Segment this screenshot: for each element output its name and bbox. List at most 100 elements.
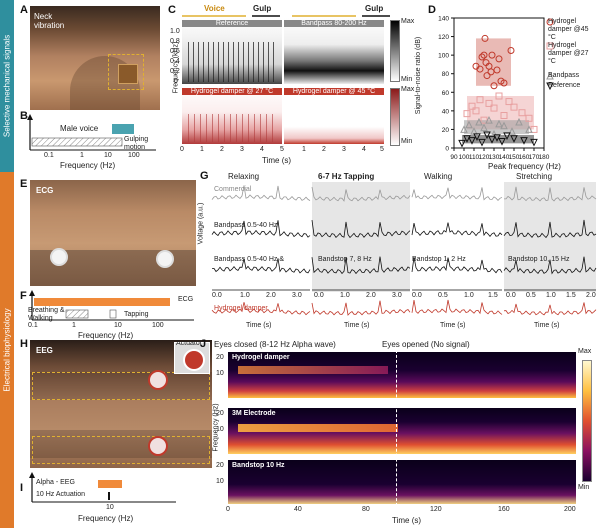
j-ytick-20-a: 20 (216, 354, 224, 361)
g-tick-c1: 0.5 (438, 292, 448, 299)
c-xtick2-0: 1 (302, 146, 306, 153)
point-s0-2 (478, 53, 486, 61)
neck-caption: Neck vibration (34, 12, 65, 30)
point-s1-8 (500, 112, 508, 119)
d-legend-0: Hydrogel damper @45 °C (548, 18, 589, 41)
point-s0-3 (480, 51, 488, 59)
j-xtick-0: 0 (226, 506, 230, 513)
x-tick-label-2: 110 (469, 154, 480, 161)
d-ylabel: Signal-to-noise ratio (dB) (415, 36, 423, 115)
sidebar-mechanical-label: Selective mechanical signals (2, 34, 12, 138)
g-tick-d2: 1.0 (546, 292, 556, 299)
panel-e-label: E (20, 178, 28, 190)
point-s0-12 (495, 55, 503, 63)
j-xtick-1: 40 (294, 506, 302, 513)
c-xtick2-3: 4 (362, 146, 366, 153)
g-bandstop-3: Bandstop 10, 15 Hz (508, 256, 570, 263)
c-colorbar-red (390, 88, 400, 146)
j-cbar-max: Max (578, 348, 592, 355)
hydrogel-27-streaks (188, 114, 274, 142)
j-ytick-10-b: 10 (216, 426, 224, 433)
g-tick-a3: 3.0 (292, 292, 302, 299)
point-s2-9 (508, 127, 516, 135)
c-xtick2-1: 2 (322, 146, 326, 153)
g-trace-row3-seg0 (211, 302, 311, 316)
point-s0-4 (481, 34, 489, 42)
j-divider (396, 350, 397, 506)
c-voice-label: Voice (204, 4, 225, 13)
g-tick-a2: 2.0 (266, 292, 276, 299)
c-xtick-3: 3 (240, 146, 244, 153)
c-gulp-label-1: Gulp (253, 4, 272, 13)
y-tick-label-1: 20 (442, 127, 450, 134)
point-s3-5 (483, 131, 491, 140)
y-tick-label-5: 100 (438, 53, 449, 60)
g-trace-row1-seg0 (211, 220, 311, 238)
point-s0-1 (476, 65, 484, 73)
point-s2-4 (480, 123, 488, 132)
g-tick-c2: 1.0 (464, 292, 474, 299)
legend-marker-3 (546, 82, 554, 91)
g-xlabel-1: Time (s) (246, 322, 272, 329)
g-trace-row2-seg0 (211, 258, 311, 274)
j-title-bandstop: Bandstop 10 Hz (232, 462, 285, 469)
g-trace-row0-seg0 (211, 185, 311, 201)
ecg-band (34, 298, 170, 306)
c-title-hydrogel-27: Hydrogel damper @ 27 °C (182, 88, 282, 95)
tapping-band (109, 309, 117, 319)
c-title-reference: Reference (182, 20, 282, 27)
point-s2-5 (485, 116, 493, 124)
g-tick-c3: 1.5 (488, 292, 498, 299)
g-tick-a1: 1.0 (240, 292, 250, 299)
g-trace-row2-seg3 (503, 256, 597, 275)
panel-h-label: H (20, 338, 28, 350)
ecg-caption: ECG (36, 186, 54, 195)
j-ytick-10-a: 10 (216, 370, 224, 377)
f-ecg-label: ECG (178, 296, 194, 303)
sidebar-electrical-label: Electrical biophysiology (2, 308, 12, 392)
g-trace-row3-seg3 (503, 302, 597, 316)
c-arrows (182, 15, 390, 17)
sidebar-mechanical: Selective mechanical signals (0, 0, 14, 172)
male-voice-band (112, 124, 134, 134)
x-tick-label-3: 120 (479, 154, 490, 161)
point-s1-12 (525, 114, 533, 122)
j-hydrogel-alpha-band (238, 366, 388, 374)
x-tick-label-0: 90 (450, 154, 458, 161)
d-xlabel: Peak frequency (Hz) (488, 162, 561, 171)
spectrogram-hydrogel-27: Hydrogel damper @ 27 °C (182, 86, 282, 144)
panel-f-plot (29, 290, 194, 321)
y-tick-label-0: 0 (445, 146, 449, 153)
actuator-inset (174, 342, 210, 374)
panel-b-label: B (20, 110, 28, 122)
x-tick-label-6: 150 (509, 154, 520, 161)
i-xlabel: Frequency (Hz) (78, 514, 134, 523)
gulping-band (31, 137, 123, 147)
g-trace-row0-seg2 (411, 187, 503, 201)
g-trace-row1-seg1 (311, 220, 411, 239)
point-s3-11 (520, 137, 528, 145)
i-alpha-label: Alpha - EEG (36, 479, 75, 486)
c-xtick-5: 5 (280, 146, 284, 153)
point-s0-15 (507, 47, 515, 54)
eyes-closed-strip (30, 372, 212, 400)
point-s2-10 (515, 117, 523, 126)
point-s0-10 (490, 82, 498, 90)
g-xlabel-2: Time (s) (344, 322, 370, 329)
c-xtick2-4: 5 (380, 146, 384, 153)
eyes-closed-box (32, 372, 210, 400)
point-s1-10 (510, 103, 518, 111)
g-trace-row0-seg3 (504, 186, 597, 202)
panel-j-label: J (200, 338, 207, 350)
g-trace-row0-seg1 (311, 186, 411, 202)
c-colorbar-gray (390, 20, 400, 82)
g-tick-b1: 1.0 (340, 292, 350, 299)
male-voice-label: Male voice (60, 124, 99, 133)
f-tick-3: 100 (152, 322, 164, 329)
d-legend-1: Hydrogel damper @27 °C (548, 42, 589, 65)
x-tick-label-9: 180 (539, 154, 550, 161)
c-title-hydrogel-45: Hydrogel damper @ 45 °C (284, 88, 384, 95)
point-s1-0 (463, 110, 471, 118)
point-s1-1 (468, 102, 476, 110)
panel-c-label: C (168, 4, 176, 16)
